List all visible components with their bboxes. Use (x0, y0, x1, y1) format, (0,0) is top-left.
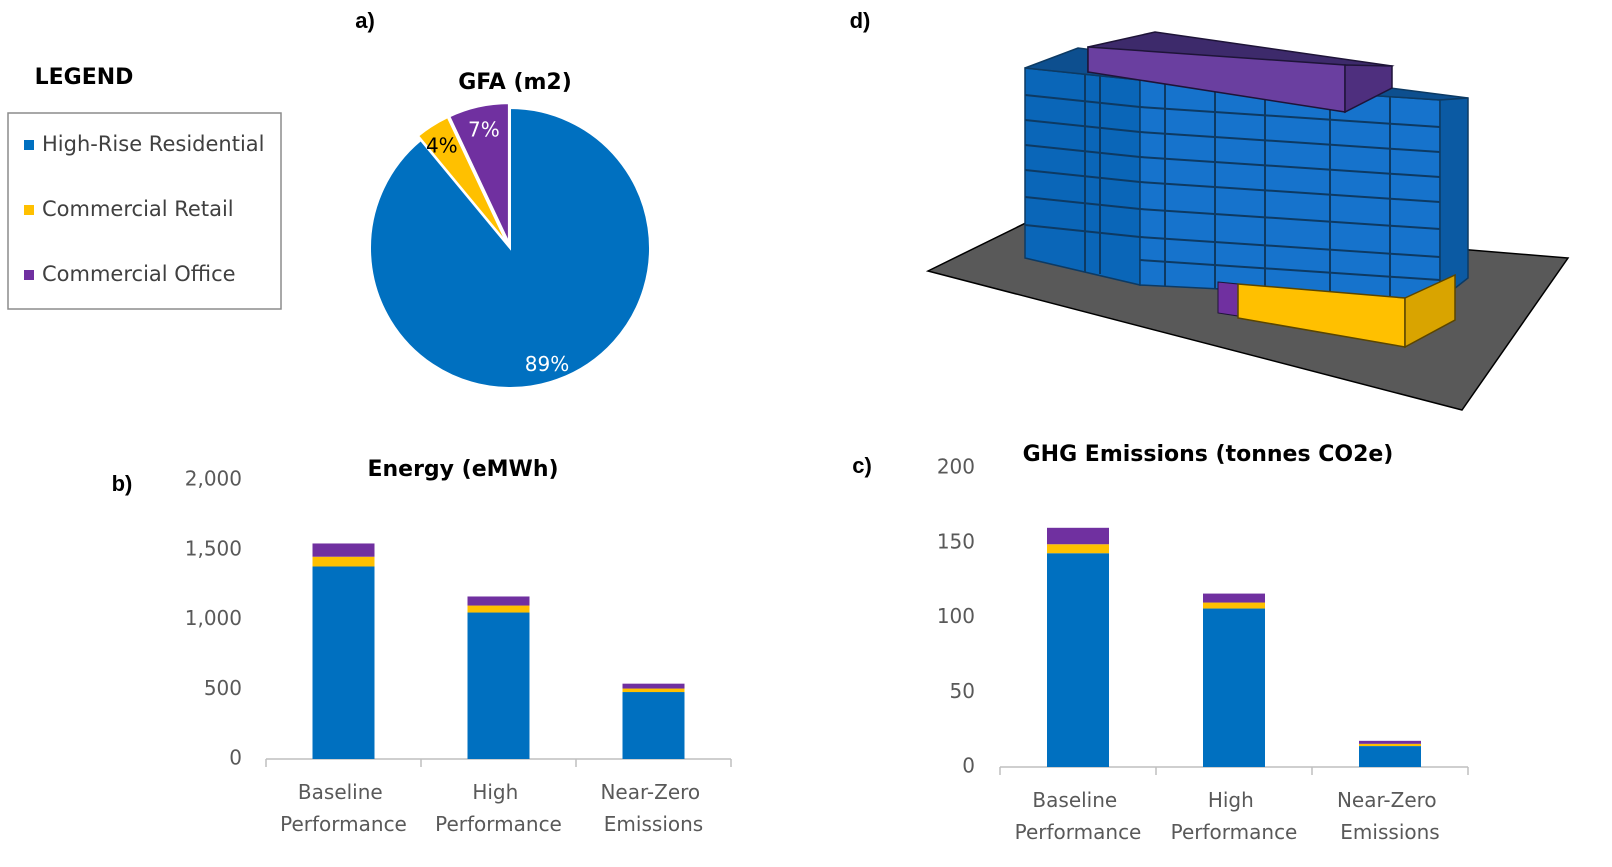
panel-label: a) (355, 8, 375, 33)
x-tick-label: High Performance (1171, 788, 1298, 844)
x-tick-label: Baseline Performance (280, 780, 407, 836)
y-tick-label: 0 (962, 754, 975, 778)
panel-label: b) (112, 471, 133, 496)
panel-label: d) (850, 8, 871, 33)
y-tick-label: 500 (204, 676, 242, 700)
bar-segment (1203, 609, 1265, 767)
legend-swatch (24, 270, 34, 280)
data-label: 89% (525, 352, 569, 376)
chart-title: GHG Emissions (tonnes CO2e) (1023, 442, 1394, 467)
building-model (928, 32, 1568, 410)
bar-segment (313, 543, 375, 556)
y-tick-label: 1,000 (185, 606, 242, 630)
bar-segment (1047, 544, 1109, 553)
x-tick-label: High Performance (435, 780, 562, 836)
bar-segment (623, 684, 685, 689)
bar-segment (468, 606, 530, 613)
legend-label: Commercial Retail (42, 197, 234, 221)
legend-title: LEGEND (35, 65, 134, 90)
chart-title: GFA (m2) (458, 70, 572, 95)
data-label: 4% (426, 133, 458, 157)
bar-segment (623, 692, 685, 759)
pie-slice (370, 108, 650, 388)
y-tick-label: 200 (937, 455, 975, 479)
legend-label: Commercial Office (42, 262, 236, 286)
bar-segment (1359, 741, 1421, 744)
data-label: 7% (468, 118, 500, 142)
x-tick-label: Near-Zero Emissions (1337, 788, 1443, 844)
panel-label: c) (852, 453, 872, 478)
bar-segment (1203, 594, 1265, 603)
bar-segment (1047, 528, 1109, 544)
figure: a) b) c) d) LEGEND High-Rise Resident (0, 0, 1612, 867)
y-tick-label: 100 (937, 604, 975, 628)
bar-segment (1203, 603, 1265, 609)
bar-segment (623, 689, 685, 692)
y-tick-label: 2,000 (185, 467, 242, 491)
bar-segment (1047, 553, 1109, 767)
bar-segment (468, 596, 530, 605)
chart-title: Energy (eMWh) (367, 457, 558, 482)
x-tick-label: Near-Zero Emissions (600, 780, 706, 836)
bar-segment (1359, 744, 1421, 746)
bar-segment (468, 613, 530, 759)
y-tick-label: 1,500 (185, 536, 242, 560)
y-tick-label: 0 (229, 746, 242, 770)
bar-segment (313, 566, 375, 759)
legend-swatch (24, 205, 34, 215)
legend-label: High-Rise Residential (42, 132, 264, 156)
y-tick-label: 150 (937, 529, 975, 553)
bar-segment (1359, 746, 1421, 767)
bar-segment (313, 557, 375, 567)
legend-swatch (24, 140, 34, 150)
x-tick-label: Baseline Performance (1015, 788, 1142, 844)
y-tick-label: 50 (950, 679, 975, 703)
